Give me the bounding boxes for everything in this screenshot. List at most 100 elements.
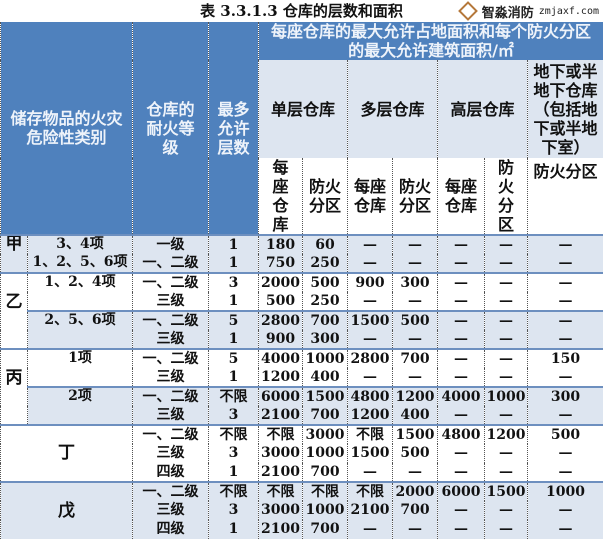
fire-rating-cell: 一、二级 (133, 482, 209, 501)
multi-per-zone-cell: — (393, 292, 438, 311)
max-floors-cell: 1 (209, 368, 259, 387)
underground-zone-cell: — (528, 254, 603, 273)
title-bar: 表 3.3.1.3 仓库的层数和面积 智淼消防 zmjaxf.com (0, 0, 603, 22)
single-per-zone-cell: 400 (303, 368, 348, 387)
hazard-class-cell: 丙 (1, 349, 28, 425)
underground-zone-cell: — (528, 444, 603, 463)
fire-rating-cell: 四级 (133, 463, 209, 482)
multi-per-zone-cell: 1200 (393, 387, 438, 406)
high-per-zone-cell: — (485, 292, 528, 311)
multi-per-zone-cell: — (393, 368, 438, 387)
header-underground-zone: 防火分区 (528, 158, 603, 234)
max-floors-cell: 1 (209, 463, 259, 482)
single-per-building-cell: 1200 (259, 368, 303, 387)
max-floors-cell: 1 (209, 520, 259, 539)
underground-zone-cell: — (528, 520, 603, 539)
single-per-zone-cell: 1500 (303, 387, 348, 406)
multi-per-building-cell: 2100 (348, 501, 393, 520)
high-per-building-cell: — (438, 406, 485, 425)
multi-per-zone-cell: 700 (393, 501, 438, 520)
underground-zone-cell: 150 (528, 349, 603, 368)
high-per-building-cell: — (438, 273, 485, 292)
high-per-zone-cell: — (485, 406, 528, 425)
high-per-building-cell: — (438, 444, 485, 463)
high-per-building-cell: — (438, 349, 485, 368)
single-per-building-cell: 不限 (259, 482, 303, 501)
multi-per-zone-cell: — (393, 463, 438, 482)
high-per-zone-cell: — (485, 463, 528, 482)
single-per-building-cell: 6000 (259, 387, 303, 406)
single-per-building-cell: 2000 (259, 273, 303, 292)
item-cell: 1、2、4项 (28, 273, 133, 311)
fire-rating-cell: 一级 (133, 235, 209, 254)
fire-rating-cell: 一、二级 (133, 311, 209, 330)
brand-logo-icon (458, 1, 478, 21)
fire-rating-cell: 一、二级 (133, 387, 209, 406)
hazard-class-cell: 戊 (1, 482, 133, 539)
header-fire-rating: 仓库的耐火等级 (133, 22, 209, 234)
fire-rating-cell: 三级 (133, 330, 209, 349)
single-per-building-cell: 2100 (259, 463, 303, 482)
fire-rating-cell: 一、二级 (133, 254, 209, 273)
single-per-zone-cell: 250 (303, 292, 348, 311)
max-floors-cell: 5 (209, 349, 259, 368)
multi-per-zone-cell: 400 (393, 406, 438, 425)
multi-per-zone-cell: — (393, 330, 438, 349)
item-cell: 2、5、6项 (28, 311, 133, 349)
fire-rating-cell: 三级 (133, 406, 209, 425)
max-floors-cell: 1 (209, 330, 259, 349)
fire-rating-cell: 三级 (133, 292, 209, 311)
fire-rating-cell: 四级 (133, 520, 209, 539)
fire-rating-cell: 一、二级 (133, 273, 209, 292)
item-cell: 1、2、5、6项 (28, 254, 133, 273)
single-per-building-cell: 900 (259, 330, 303, 349)
multi-per-zone-cell: — (393, 254, 438, 273)
high-per-zone-cell: — (485, 501, 528, 520)
multi-per-building-cell: — (348, 463, 393, 482)
underground-zone-cell: — (528, 330, 603, 349)
max-floors-cell: 3 (209, 501, 259, 520)
fire-rating-cell: 三级 (133, 368, 209, 387)
max-floors-cell: 不限 (209, 482, 259, 501)
multi-per-zone-cell: — (393, 520, 438, 539)
hazard-class-cell: 乙 (1, 273, 28, 349)
multi-per-building-cell: — (348, 235, 393, 254)
single-per-building-cell: 2100 (259, 406, 303, 425)
high-per-zone-cell: — (485, 520, 528, 539)
multi-per-building-cell: — (348, 520, 393, 539)
max-floors-cell: 1 (209, 235, 259, 254)
header-high-per-building: 每座仓库 (438, 158, 485, 234)
single-per-zone-cell: 250 (303, 254, 348, 273)
header-multi-per-building: 每座仓库 (348, 158, 393, 234)
multi-per-building-cell: — (348, 368, 393, 387)
multi-per-building-cell: 1500 (348, 311, 393, 330)
header-single-per-building: 每座仓库 (259, 158, 303, 234)
single-per-zone-cell: 500 (303, 273, 348, 292)
max-floors-cell: 1 (209, 254, 259, 273)
multi-per-zone-cell: 500 (393, 311, 438, 330)
single-per-building-cell: 750 (259, 254, 303, 273)
max-floors-cell: 3 (209, 273, 259, 292)
item-cell: 1项 (28, 349, 133, 387)
single-per-zone-cell: 700 (303, 406, 348, 425)
multi-per-building-cell: 900 (348, 273, 393, 292)
watermark-name: 智淼消防 (482, 2, 534, 21)
underground-zone-cell: — (528, 406, 603, 425)
multi-per-zone-cell: 2000 (393, 482, 438, 501)
high-per-building-cell: — (438, 292, 485, 311)
header-multi-storey: 多层仓库 (348, 60, 438, 158)
single-per-zone-cell: 700 (303, 311, 348, 330)
underground-zone-cell: — (528, 501, 603, 520)
underground-zone-cell: — (528, 311, 603, 330)
high-per-zone-cell: — (485, 311, 528, 330)
single-per-building-cell: 3000 (259, 444, 303, 463)
underground-zone-cell: 300 (528, 387, 603, 406)
header-max-floors: 最多允许层数 (209, 22, 259, 234)
multi-per-building-cell: 不限 (348, 425, 393, 444)
single-per-zone-cell: 3000 (303, 425, 348, 444)
high-per-building-cell: — (438, 501, 485, 520)
single-per-building-cell: 3000 (259, 501, 303, 520)
